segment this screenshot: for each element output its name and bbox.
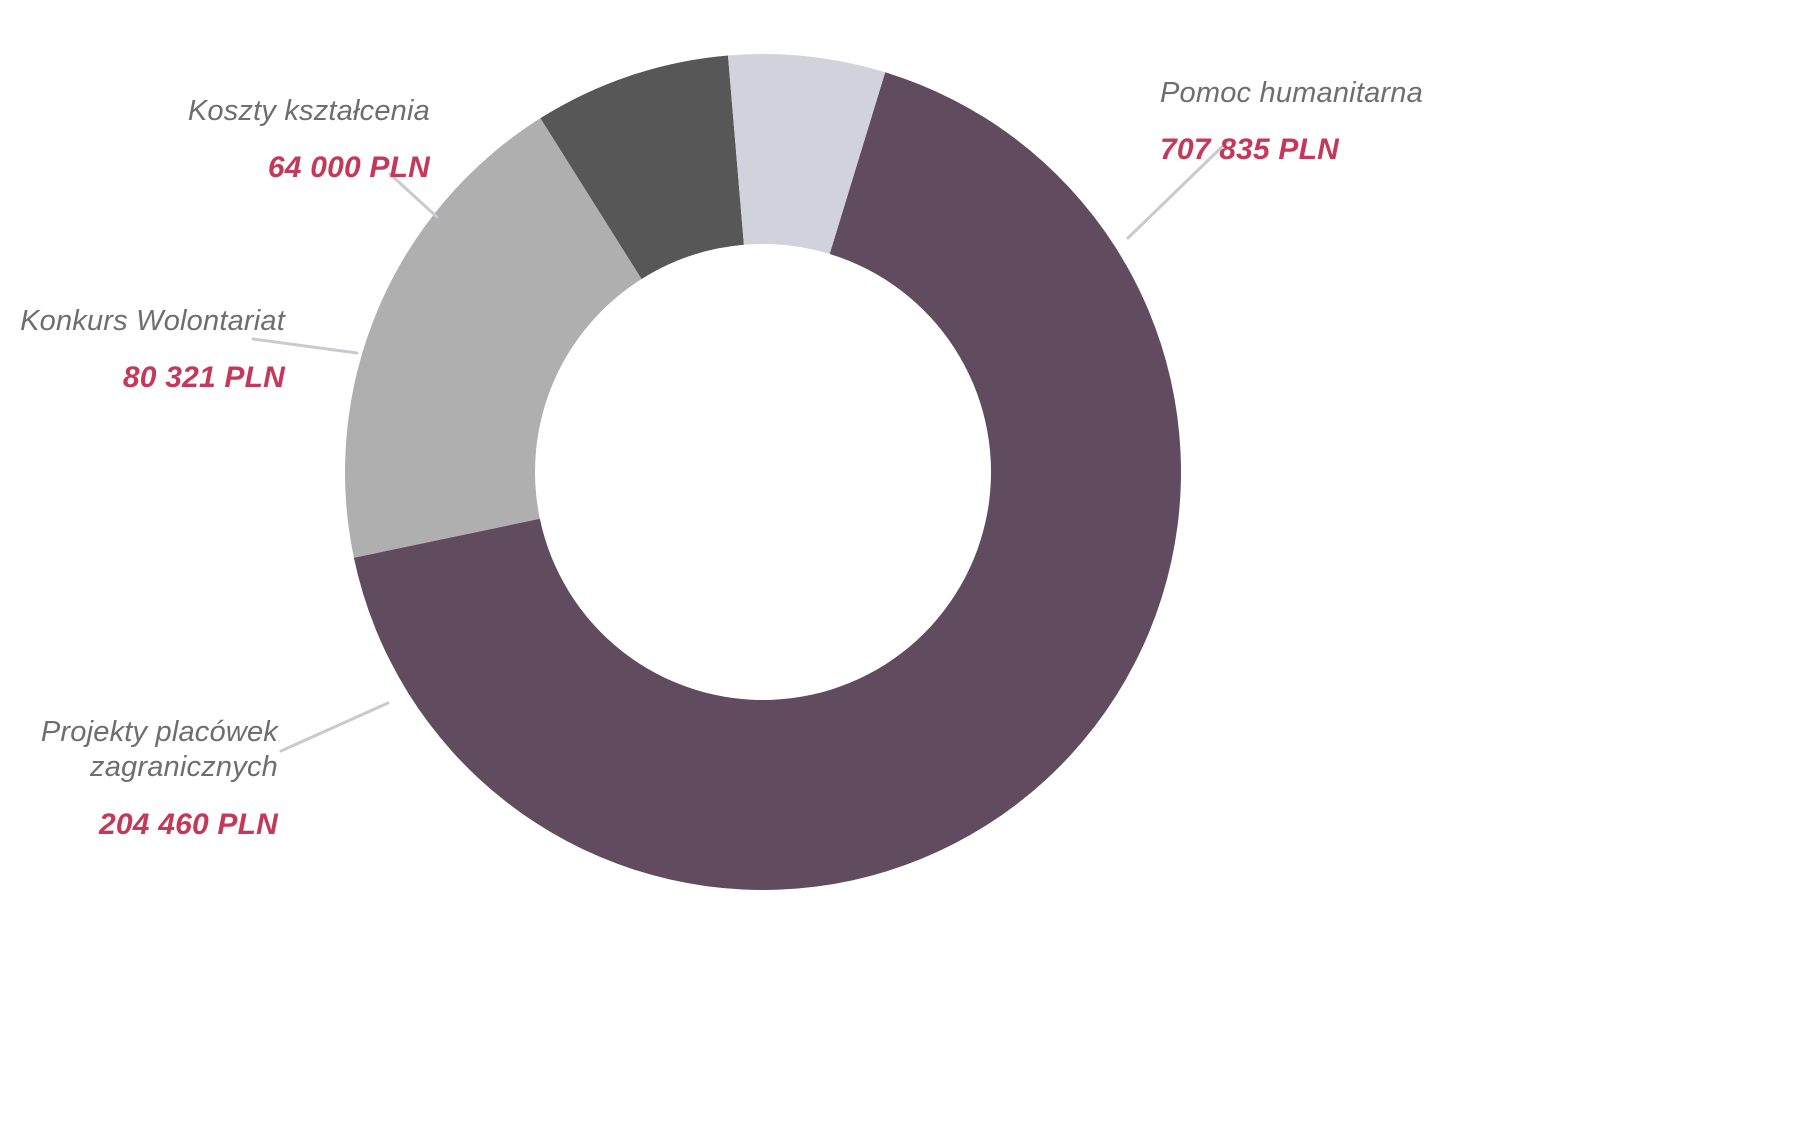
donut-segment-konkurs-wolontariat[interactable] <box>540 55 744 280</box>
donut-segment-koszty-ksztalcenia[interactable] <box>727 53 886 254</box>
donut-segment-pomoc-humanitarna[interactable] <box>353 72 1181 890</box>
callout-value-koszty-ksztalcenia: 64 000 PLN <box>267 151 430 185</box>
callout-projekty-placowek-zagranicznych: Projekty placówek zagranicznych 204 460 … <box>0 695 278 863</box>
callout-value-projekty-placowek: 204 460 PLN <box>99 807 278 841</box>
callout-label-konkurs-wolontariat: Konkurs Wolontariat <box>20 304 285 337</box>
callout-label-projekty-placowek: Projekty placówek zagranicznych <box>40 715 278 783</box>
callout-pomoc-humanitarna: Pomoc humanitarna 707 835 PLN <box>1160 56 1460 189</box>
leader-lines <box>251 139 1230 753</box>
callout-koszty-ksztalcenia: Koszty kształcenia 64 000 PLN <box>140 74 430 207</box>
callout-label-koszty-ksztalcenia: Koszty kształcenia <box>187 94 430 127</box>
callout-konkurs-wolontariat: Konkurs Wolontariat 80 321 PLN <box>0 284 285 417</box>
donut-segment-projekty-placowek[interactable] <box>344 118 642 558</box>
callout-value-pomoc-humanitarna: 707 835 PLN <box>1160 133 1339 167</box>
callout-label-pomoc-humanitarna: Pomoc humanitarna <box>1160 76 1423 109</box>
leader-line-projekty-placowek <box>279 701 390 753</box>
callout-value-konkurs-wolontariat: 80 321 PLN <box>122 361 285 395</box>
donut-segments <box>344 53 1181 890</box>
leader-line-pomoc-humanitarna <box>1126 139 1230 240</box>
leader-line-koszty-ksztalcenia <box>388 172 439 219</box>
leader-line-konkurs-wolontariat <box>251 337 359 355</box>
